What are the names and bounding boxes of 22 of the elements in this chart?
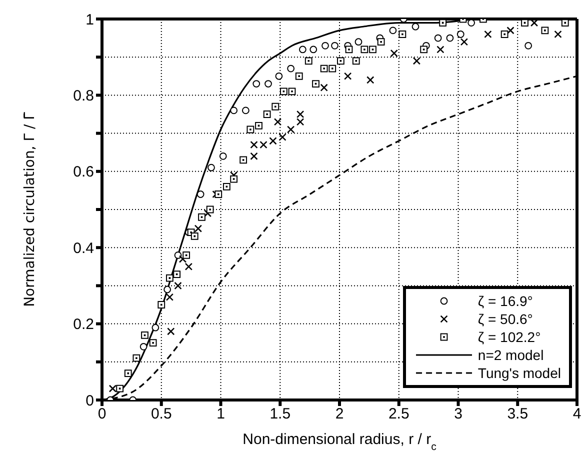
- legend-label: n=2 model: [478, 347, 544, 363]
- legend-label: ζ = 50.6°: [478, 311, 533, 327]
- y-tick-label: 0.2: [73, 316, 94, 334]
- y-tick-label: 0.6: [73, 164, 94, 181]
- x-tick-label: 4: [572, 406, 582, 423]
- x-tick-label: 3.5: [507, 406, 528, 423]
- legend-label: ζ = 16.9°: [478, 293, 533, 309]
- x-tick-label: 1.5: [270, 406, 291, 423]
- x-tick-label: 0: [98, 406, 106, 423]
- x-tick-label: 3: [454, 406, 462, 423]
- legend-label: Tung's model: [478, 365, 561, 381]
- x-axis-title: Non-dimensional radius, r / r$_{c}$: [242, 431, 436, 453]
- x-tick-label: 2.5: [388, 406, 410, 423]
- y-tick-label: 0.4: [73, 240, 94, 257]
- y-axis-title: Normalized circulation, Γ / Γ̄: [22, 112, 38, 307]
- y-tick-label: 0: [86, 392, 94, 410]
- y-tick-label: 0.8: [73, 88, 94, 105]
- x-tick-label: 2: [335, 406, 344, 423]
- y-tick-label: 1: [86, 11, 94, 28]
- legend-label: ζ = 102.2°: [478, 329, 541, 345]
- x-tick-label: 1: [216, 406, 225, 423]
- x-tick-label: 0.5: [150, 406, 172, 423]
